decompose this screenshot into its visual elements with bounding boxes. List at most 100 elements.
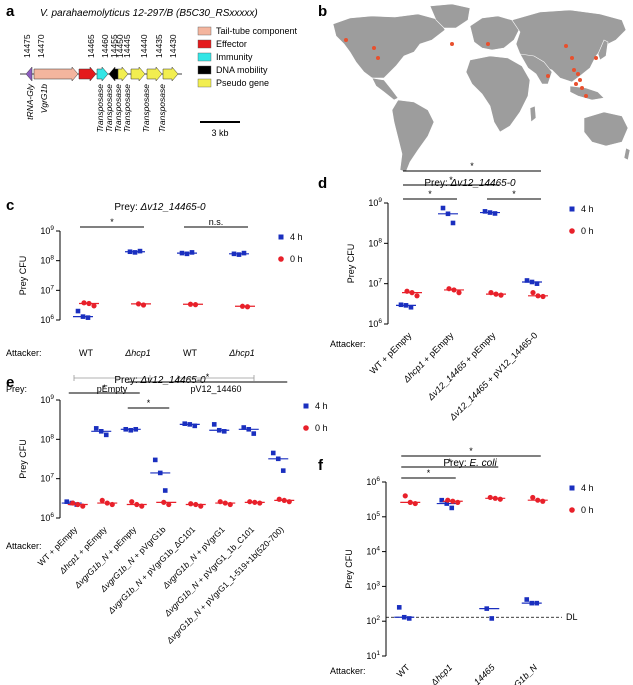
y-tick-label: 109: [40, 225, 54, 236]
y-tick-label: 106: [40, 512, 54, 523]
gene-locus-number: 14460: [100, 34, 110, 58]
y-tick-label: 108: [40, 255, 54, 266]
significance-label: *: [469, 446, 473, 456]
prey-row-label: Prey:: [6, 384, 27, 394]
legend-label: Effector: [216, 39, 247, 49]
data-point-4h: [211, 422, 217, 427]
data-point-0h: [104, 500, 110, 506]
data-point-4h: [221, 429, 227, 434]
detection-limit-label: DL: [566, 612, 578, 622]
trna-gly-gene: [25, 66, 33, 82]
data-point-0h: [530, 290, 536, 296]
data-point-4h: [98, 429, 104, 434]
data-point-0h: [70, 500, 76, 506]
y-tick-label: 103: [366, 580, 380, 591]
data-point-0h: [91, 303, 97, 309]
data-point-0h: [492, 495, 498, 501]
site-point: [344, 38, 348, 42]
gene-locus-number: 14455: [109, 34, 119, 58]
attacker-row-label: Attacker:: [330, 339, 366, 349]
legend-label: 4 h: [581, 483, 594, 493]
significance-label: *: [147, 398, 151, 408]
legend-label: 4 h: [315, 401, 328, 411]
data-point-0h: [139, 503, 145, 509]
panel-d: d Prey: Δv12_14465-0 106 107 108 109 Prey CFU 4…: [318, 161, 594, 423]
site-point: [546, 74, 550, 78]
data-point-0h: [187, 301, 194, 307]
legend-swatch: [197, 78, 212, 88]
data-point-4h: [484, 606, 490, 611]
legend-label: Tail-tube component: [216, 26, 298, 36]
site-point: [372, 46, 376, 50]
panel-letter: d: [318, 175, 327, 192]
site-point: [486, 42, 490, 46]
data-point-0h: [257, 500, 263, 506]
pseudo-gene: [146, 66, 163, 82]
data-point-4h: [93, 426, 99, 431]
pseudo-gene: [130, 66, 146, 82]
gene-label: Transposase: [141, 84, 151, 133]
transposase-gene: [108, 66, 119, 82]
data-point-4h: [439, 497, 445, 503]
significance-label: *: [512, 189, 516, 199]
pseudo-gene: [117, 66, 129, 82]
data-point-4h: [162, 488, 168, 493]
legend-marker: [569, 507, 575, 513]
y-tick-label: 106: [366, 476, 380, 487]
data-point-4h: [216, 427, 222, 433]
data-point-0h: [80, 503, 86, 509]
data-point-0h: [450, 498, 456, 504]
gene-label: VgrG1b: [39, 84, 49, 114]
data-point-0h: [86, 300, 92, 307]
pseudo-gene: [162, 66, 179, 82]
category-label: Δhcp1: [228, 348, 255, 358]
effector-gene: [78, 66, 97, 82]
site-point: [584, 94, 588, 98]
gene-locus-number: 14470: [36, 34, 46, 58]
data-point-4h: [184, 251, 190, 257]
category-label: Δv12_14465 + pEmpty: [425, 330, 498, 403]
y-axis-label: Prey CFU: [18, 256, 28, 296]
gene-locus-number: 14440: [139, 34, 149, 58]
legend-label: 4 h: [290, 232, 303, 242]
panel-title: Prey: E. coli: [443, 458, 497, 469]
category-label: Δhcp1: [124, 348, 151, 358]
data-point-4h: [103, 432, 109, 438]
scale-bar-label: 3 kb: [211, 128, 228, 138]
category-label: WT: [395, 662, 412, 679]
legend-marker: [303, 425, 309, 431]
data-point-0h: [239, 303, 246, 309]
y-tick-label: 107: [40, 473, 54, 484]
data-point-0h: [227, 501, 233, 508]
data-point-4h: [408, 304, 414, 310]
data-point-0h: [455, 499, 461, 505]
data-point-0h: [493, 291, 499, 297]
y-tick-label: 109: [40, 394, 54, 405]
significance-label: *: [448, 457, 452, 467]
site-point: [564, 44, 568, 48]
site-point: [570, 56, 574, 60]
data-point-0h: [244, 304, 251, 310]
data-point-0h: [414, 293, 420, 299]
legend-label: 0 h: [315, 423, 328, 433]
data-point-0h: [217, 499, 223, 505]
data-point-4h: [241, 250, 247, 256]
site-point: [450, 42, 454, 46]
gene-locus-number: 14450: [115, 34, 125, 58]
y-tick-label: 108: [40, 433, 54, 444]
category-label: Δhcp1: [428, 662, 454, 685]
data-point-0h: [412, 500, 418, 507]
y-tick-label: 105: [366, 511, 380, 522]
significance-label: *: [428, 189, 432, 199]
attacker-row-label: Attacker:: [6, 348, 42, 358]
legend-marker: [569, 485, 575, 491]
panel-a: a V. parahaemolyticus 12-297/B (B5C30_RS…: [6, 3, 298, 138]
data-point-4h: [251, 431, 257, 436]
legend-swatch: [197, 65, 212, 75]
gene-locus-number: 14435: [154, 34, 164, 58]
y-axis-label: Prey CFU: [344, 549, 354, 589]
y-tick-label: 107: [40, 284, 54, 295]
data-point-4h: [179, 250, 185, 256]
gene-locus-number: 14465: [86, 34, 96, 58]
